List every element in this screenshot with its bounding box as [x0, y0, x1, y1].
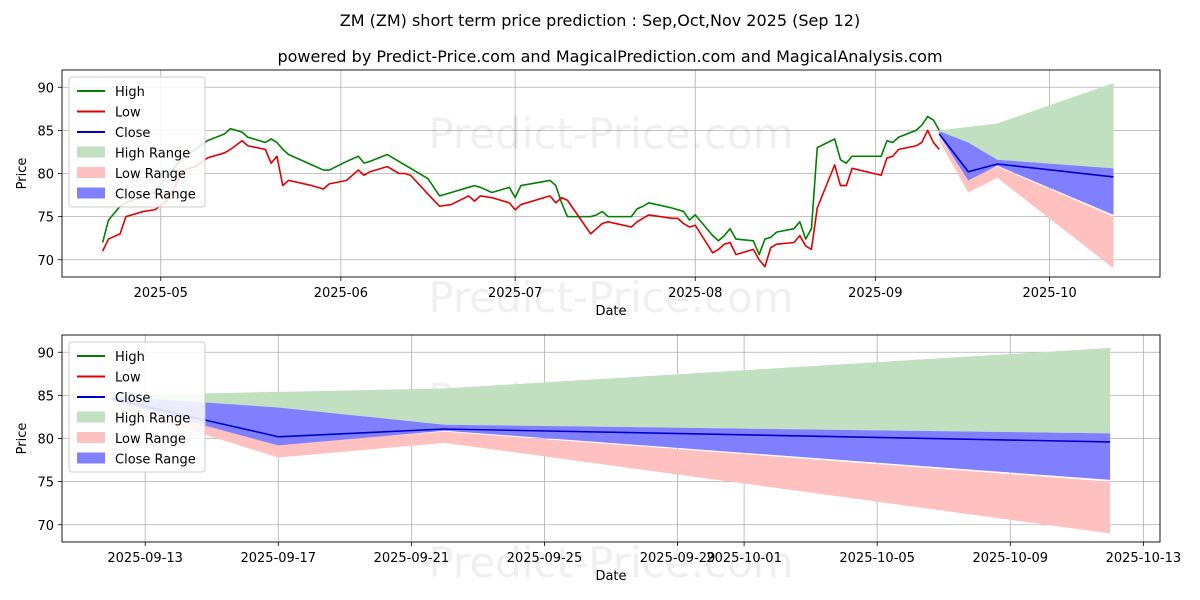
- top-y-tick-label: 90: [37, 81, 54, 96]
- top-legend-swatch: [77, 187, 105, 199]
- bottom-legend: High Low Close High Range Low Range Close Ran…: [68, 341, 206, 473]
- top-low-range-band: [939, 137, 1114, 269]
- bottom-low-range-band: [111, 402, 1111, 534]
- top-watermark: Predict-Price.com: [428, 110, 793, 159]
- top-x-tick-label: 2025-09: [848, 286, 902, 301]
- bottom-x-tick-label: 2025-10-01: [706, 551, 782, 566]
- top-x-tick-label: 2025-07: [488, 286, 542, 301]
- bottom-y-tick-label: 85: [37, 389, 54, 404]
- top-high-series-line: [101, 115, 940, 256]
- bottom-x-tick-label: 2025-09-17: [240, 551, 316, 566]
- top-x-tick-label: 2025-08: [668, 286, 722, 301]
- top-panel: Predict-Price.com Predict-Price.com 70 75 80…: [15, 69, 1161, 322]
- bottom-y-tick-label: 90: [37, 346, 54, 361]
- bottom-x-tick-label: 2025-09-21: [374, 551, 450, 566]
- top-legend-label: High: [115, 85, 145, 100]
- chart-subtitle: powered by Predict-Price.com and Magical…: [277, 47, 942, 66]
- bottom-legend-swatch: [77, 411, 105, 423]
- bottom-x-tick-label: 2025-10-05: [839, 551, 915, 566]
- bottom-x-tick-label: 2025-09-25: [507, 551, 583, 566]
- bottom-y-axis-label: Price: [15, 423, 30, 455]
- bottom-close-range-band: [111, 396, 1111, 480]
- top-x-tick-label: 2025-05: [134, 286, 188, 301]
- bottom-x-axis-label: Date: [595, 569, 626, 584]
- top-close-forecast-line: [938, 133, 1114, 178]
- top-close-range-band: [939, 131, 1114, 215]
- bottom-plot-area: [111, 347, 1111, 534]
- top-y-tick-label: 70: [37, 254, 54, 269]
- top-plot-area: [101, 82, 1114, 269]
- top-y-axis-label: Price: [15, 158, 30, 190]
- bottom-y-tick-label: 75: [37, 476, 54, 491]
- top-x-tick-label: 2025-10: [1022, 286, 1076, 301]
- bottom-legend-label: High Range: [115, 412, 190, 427]
- bottom-legend-label: Low Range: [115, 432, 186, 447]
- top-legend-label: Low: [115, 106, 141, 121]
- top-high-range-band: [939, 82, 1114, 169]
- top-legend-swatch: [77, 167, 105, 178]
- top-legend-label: Close: [115, 126, 150, 141]
- bottom-x-tick-label: 2025-09-29: [640, 551, 716, 566]
- bottom-x-tick-label: 2025-10-09: [972, 551, 1048, 566]
- top-legend-label: Close Range: [115, 188, 196, 203]
- bottom-y-tick-label: 80: [37, 433, 54, 448]
- bottom-legend-label: Close Range: [115, 453, 196, 468]
- top-low-series-line: [101, 129, 940, 268]
- bottom-legend-label: High: [115, 350, 145, 365]
- chart-title: ZM (ZM) short term price prediction : Se…: [340, 11, 860, 30]
- top-legend-swatch: [77, 146, 105, 158]
- top-legend: High Low Close High Range Low Range Close Ran…: [68, 76, 206, 208]
- bottom-panel: Predict-Price.comPredict-Price.com707580…: [15, 334, 1182, 587]
- bottom-high-range-band: [111, 347, 1111, 434]
- bottom-watermark: Predict-Price.com: [428, 538, 793, 587]
- bottom-y-tick-label: 70: [37, 519, 54, 534]
- bottom-x-tick-label: 2025-09-13: [107, 551, 183, 566]
- bottom-legend-swatch: [77, 452, 105, 464]
- top-legend-label: High Range: [115, 147, 190, 162]
- top-watermark: Predict-Price.com: [428, 273, 793, 322]
- top-legend-label: Low Range: [115, 167, 186, 182]
- bottom-legend-label: Low: [115, 371, 141, 386]
- top-y-tick-label: 85: [37, 124, 54, 139]
- top-y-tick-label: 80: [37, 168, 54, 183]
- bottom-x-tick-label: 2025-10-13: [1106, 551, 1182, 566]
- top-x-tick-label: 2025-06: [314, 286, 368, 301]
- bottom-legend-swatch: [77, 432, 105, 443]
- bottom-legend-label: Close: [115, 391, 150, 406]
- top-y-tick-label: 75: [37, 211, 54, 226]
- top-x-axis-label: Date: [595, 304, 626, 319]
